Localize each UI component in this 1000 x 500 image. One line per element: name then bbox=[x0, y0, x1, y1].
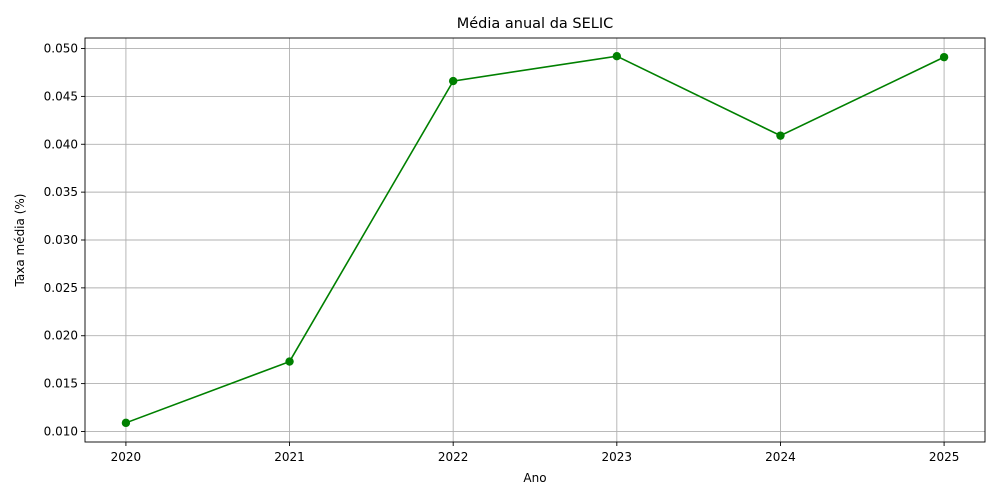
data-point bbox=[612, 51, 622, 61]
series-line bbox=[125, 55, 945, 424]
data-point bbox=[448, 76, 458, 86]
series-layer bbox=[121, 51, 949, 428]
x-tick-label: 2020 bbox=[111, 450, 142, 464]
x-tick-label: 2025 bbox=[929, 450, 960, 464]
y-tick-label: 0.050 bbox=[44, 42, 78, 56]
y-tick-label: 0.045 bbox=[44, 89, 78, 103]
x-tick-label: 2022 bbox=[438, 450, 469, 464]
x-axis-label: Ano bbox=[523, 471, 546, 485]
x-tick-label: 2024 bbox=[765, 450, 796, 464]
x-tick-label: 2021 bbox=[274, 450, 305, 464]
data-point bbox=[939, 52, 949, 62]
y-tick-label: 0.035 bbox=[44, 185, 78, 199]
data-point bbox=[776, 131, 785, 140]
y-tick-label: 0.010 bbox=[44, 424, 78, 438]
plot-frame bbox=[84, 37, 986, 443]
grid bbox=[85, 38, 985, 442]
data-point bbox=[285, 357, 294, 366]
y-axis-label: Taxa média (%) bbox=[13, 194, 27, 288]
axis-ticks: 2020 2021 2022 2023 2024 2025 0.010 0.015 0.020 0… bbox=[44, 42, 960, 464]
y-tick-label: 0.030 bbox=[44, 233, 78, 247]
y-tick-label: 0.015 bbox=[44, 377, 78, 391]
data-point bbox=[121, 418, 131, 428]
y-tick-label: 0.020 bbox=[44, 329, 78, 343]
chart-title: Média anual da SELIC bbox=[457, 16, 614, 32]
y-tick-label: 0.025 bbox=[44, 281, 78, 295]
y-tick-label: 0.040 bbox=[44, 137, 78, 151]
x-tick-label: 2023 bbox=[602, 450, 633, 464]
